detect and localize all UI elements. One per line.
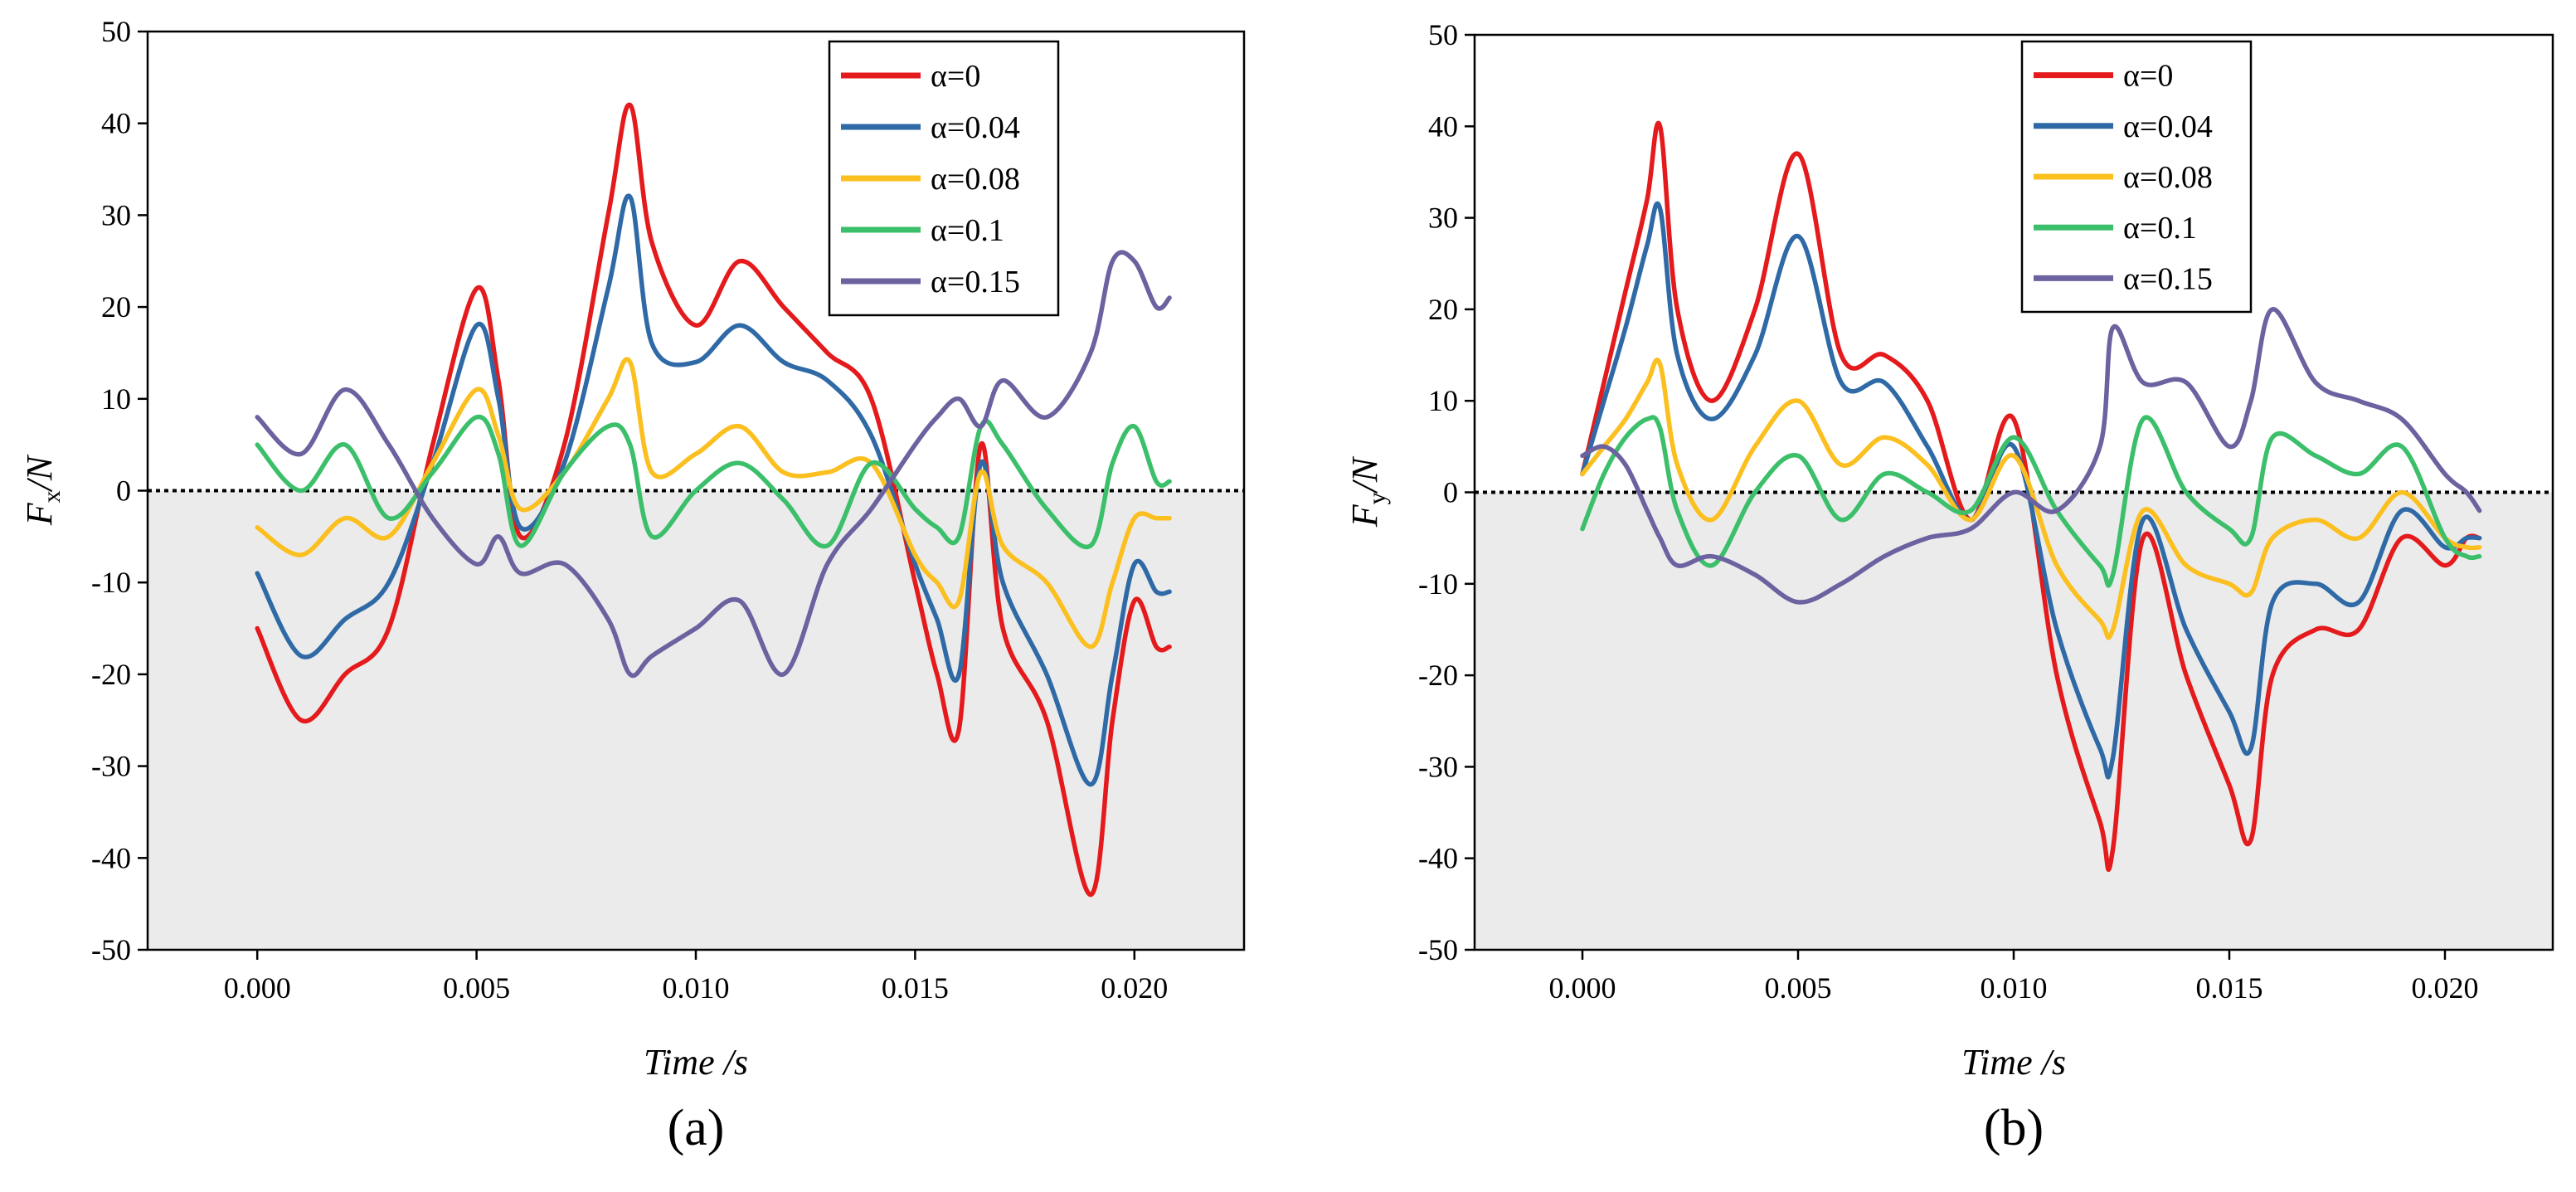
y-axis-title-b: Fy/N	[1344, 455, 1391, 528]
chart-panel-b: -50 -40 -30 -20 -10 0 10 20 30 40 50 0.000 0.005 0.01…	[1344, 18, 2554, 1156]
y-tick-label-b: -20	[1418, 659, 1458, 692]
y-tick-label-a: 30	[101, 198, 131, 231]
series-line-b-1	[1580, 201, 2482, 780]
y-tick-label-a: -40	[91, 841, 131, 874]
y-tick-label-a: -30	[91, 750, 131, 783]
x-tick-label-b: 0.000	[1549, 971, 1616, 1005]
legend-label-a-2: α=0.08	[931, 162, 1020, 197]
y-axis-title-a: Fx/N	[19, 454, 66, 526]
panel-label-a: (a)	[668, 1100, 725, 1156]
legend-label-b-2: α=0.08	[2123, 160, 2213, 195]
x-tick-label-a: 0.010	[663, 971, 730, 1005]
x-tick-label-b: 0.015	[2196, 971, 2263, 1005]
y-tick-label-a: 20	[101, 290, 131, 324]
negative-region-b	[1475, 492, 2553, 950]
y-tick-label-a: -50	[91, 933, 131, 966]
y-tick-label-b: 40	[1428, 109, 1458, 143]
y-tick-label-b: -10	[1418, 567, 1458, 601]
series-line-a-1	[255, 193, 1172, 787]
x-tick-label-a: 0.000	[224, 971, 291, 1005]
y-axis-title-main-a: F	[19, 502, 60, 526]
chart-panel-a: -50 -40 -30 -20 -10 0 10 20 30 40 50 0.000 0.005 0.01…	[19, 15, 1246, 1156]
series-line-b-4	[1580, 307, 2482, 605]
y-axis-title-unit-b: /N	[1344, 455, 1385, 494]
y-axis-title-sub-a: x	[38, 490, 66, 503]
series-line-a-4	[255, 250, 1172, 679]
series-line-b-3	[1580, 415, 2482, 588]
x-tick-label-a: 0.015	[882, 971, 949, 1005]
y-tick-label-b: 30	[1428, 202, 1458, 235]
legend-label-a-1: α=0.04	[931, 110, 1020, 145]
legend-label-a-0: α=0	[931, 59, 980, 94]
y-tick-label-b: -40	[1418, 842, 1458, 875]
y-tick-label-b: 50	[1428, 18, 1458, 51]
y-tick-label-a: 50	[101, 15, 131, 48]
y-tick-label-b: 10	[1428, 384, 1458, 417]
y-tick-label-a: 10	[101, 382, 131, 416]
y-axis-title-main-b: F	[1344, 504, 1385, 528]
legend-label-b-3: α=0.1	[2123, 211, 2197, 246]
y-tick-label-b: 20	[1428, 293, 1458, 326]
x-tick-label-a: 0.005	[443, 971, 510, 1005]
y-tick-label-a: 40	[101, 107, 131, 140]
legend-label-a-4: α=0.15	[931, 265, 1020, 299]
series-line-a-3	[255, 414, 1172, 550]
y-tick-label-b: 0	[1443, 476, 1458, 509]
x-tick-label-b: 0.005	[1765, 971, 1832, 1005]
y-tick-label-a: 0	[116, 474, 131, 508]
legend-label-b-4: α=0.15	[2123, 261, 2213, 296]
x-tick-label-b: 0.010	[1981, 971, 2048, 1005]
series-line-a-0	[255, 102, 1172, 898]
y-tick-label-b: -50	[1418, 933, 1458, 966]
legend-label-b-0: α=0	[2123, 59, 2173, 94]
legend-label-a-3: α=0.1	[931, 213, 1004, 248]
y-tick-label-a: -10	[91, 566, 131, 599]
x-axis-title-b: Time /s	[1961, 1042, 2066, 1083]
x-tick-label-b: 0.020	[2412, 971, 2479, 1005]
y-tick-label-a: -20	[91, 658, 131, 691]
y-axis-title-sub-b: y	[1363, 492, 1391, 504]
y-tick-label-b: -30	[1418, 750, 1458, 783]
x-tick-label-a: 0.020	[1101, 971, 1168, 1005]
series-line-b-2	[1580, 358, 2482, 640]
legend-label-b-1: α=0.04	[2123, 109, 2213, 144]
x-axis-title-a: Time /s	[644, 1042, 748, 1083]
y-axis-title-unit-a: /N	[19, 454, 60, 493]
panel-label-b: (b)	[1984, 1100, 2044, 1156]
series-line-a-2	[255, 357, 1172, 650]
